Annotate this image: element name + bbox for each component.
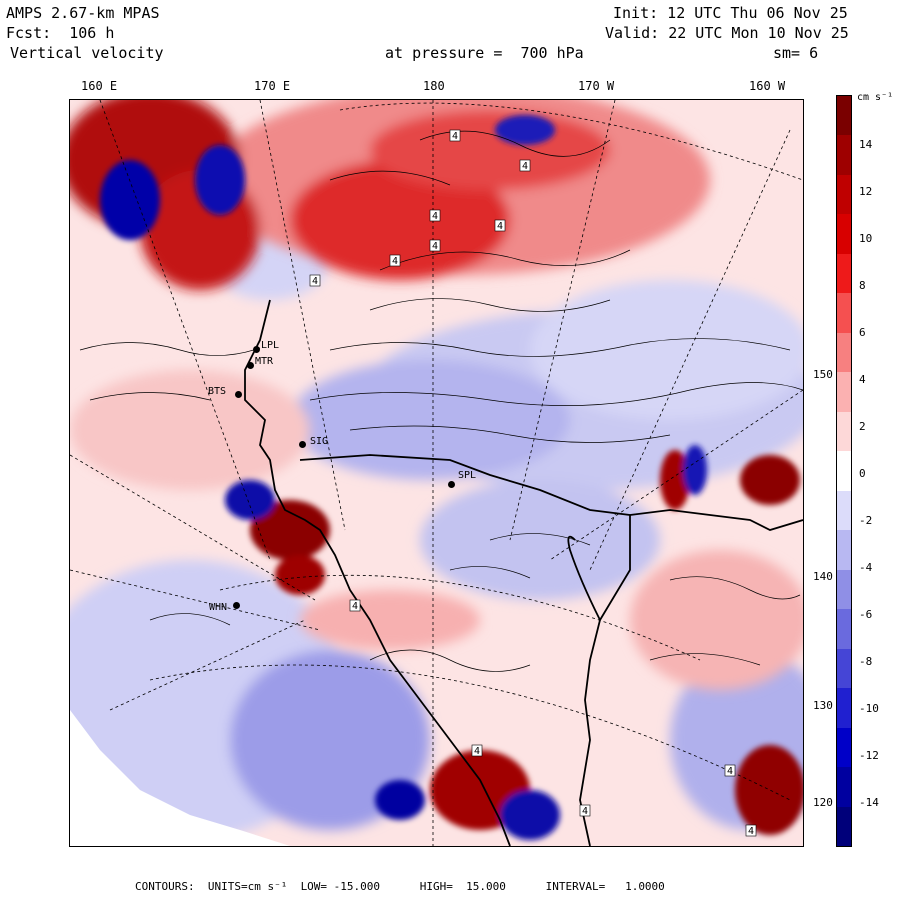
model-title: AMPS 2.67-km MPAS [6,4,160,22]
colorbar-tick-label: 10 [859,232,873,245]
colorbar-segment [837,214,851,255]
colorbar-tick-label: 6 [859,326,866,339]
vertical-velocity-field: 4 4 4 4 4 4 4 4 4 4 4 4 [70,100,803,846]
colorbar-segment [837,806,851,847]
contour-label: 4 [522,161,528,172]
colorbar-tick-label: -4 [859,561,873,574]
terrain-mask [70,710,290,846]
station-dot [247,362,254,369]
contour-label: 4 [727,766,733,777]
colorbar-unit: cm s⁻¹ [857,92,894,103]
colorbar [836,95,852,847]
contour-info-footer: CONTOURS: UNITS=cm s⁻¹ LOW= -15.000 HIGH… [135,880,665,893]
colorbar-tick-label: 14 [859,138,873,151]
colorbar-tick-label: -8 [859,655,873,668]
colorbar-segment [837,530,851,571]
station-label-mtr: MTR [255,356,274,367]
colorbar-segment [837,372,851,413]
colorbar-tick-label: 8 [859,279,866,292]
colorbar-segment [837,648,851,689]
colorbar-segment [837,609,851,650]
station-dot [448,481,455,488]
station-dot [253,346,260,353]
colorbar-segment [837,569,851,610]
colorbar-tick-label: -12 [859,749,879,762]
station-label-spl: SPL [458,470,477,481]
contour-label-group: 4 4 4 4 4 4 4 4 4 4 4 4 [309,129,757,837]
colorbar-segment [837,767,851,808]
colorbar-segment [837,411,851,452]
station-label-bts: BTS [208,386,227,397]
contour-lines [79,130,803,672]
intense-cells [100,115,803,840]
contour-label: 4 [748,826,754,837]
contour-label: 4 [582,806,588,817]
station-dot [299,441,306,448]
smoothing-value: sm= 6 [773,44,819,62]
lat-lon-grid [70,100,803,846]
contour-label: 4 [432,241,438,252]
contour-label: 4 [392,256,398,267]
station-label-lpl: LPL [261,340,280,351]
contour-label: 4 [352,601,358,612]
map-panel: 4 4 4 4 4 4 4 4 4 4 4 4 LPL MTR BTS SIG … [69,99,804,847]
coastline [244,299,803,846]
station-label-sig: SIG [310,436,329,447]
colorbar-segment [837,293,851,334]
station-dot [233,602,240,609]
colorbar-tick-label: 12 [859,185,873,198]
forecast-hour: Fcst: 106 h [6,24,115,42]
valid-time: Valid: 22 UTC Mon 10 Nov 25 [605,24,849,42]
station-dot [235,391,242,398]
colorbar-segment [837,688,851,729]
colorbar-segment [837,253,851,294]
colorbar-tick-label: -6 [859,608,873,621]
lon-tick-170e: 170 E [254,79,291,93]
colorbar-tick-label: -2 [859,514,873,527]
colorbar-tick-label: -14 [859,796,879,809]
contour-label: 4 [452,131,458,142]
colorbar-tick-label: 2 [859,420,866,433]
lon-tick-160w: 160 W [749,79,786,93]
lon-tick-160e: 160 E [81,79,118,93]
colorbar-segment [837,96,851,136]
contour-label: 4 [497,221,503,232]
contour-label: 4 [312,276,318,287]
colorbar-segment [837,490,851,531]
init-time: Init: 12 UTC Thu 06 Nov 25 [613,4,848,22]
station-label-whn: WHN [209,602,228,613]
colorbar-segment [837,727,851,768]
lon-tick-180: 180 [423,79,445,93]
colorbar-tick-label: 0 [859,467,866,480]
negative-velocity-areas [70,220,803,840]
pressure-level: at pressure = 700 hPa [385,44,584,62]
contour-label: 4 [474,746,480,757]
positive-velocity-areas [70,100,803,690]
colorbar-segment [837,135,851,176]
colorbar-segment [837,451,851,492]
field-name: Vertical velocity [10,44,164,62]
lon-tick-170w: 170 W [578,79,615,93]
colorbar-segment [837,174,851,215]
colorbar-tick-label: 4 [859,373,866,386]
contour-label: 4 [432,211,438,222]
colorbar-tick-label: -10 [859,702,879,715]
colorbar-segment [837,332,851,373]
